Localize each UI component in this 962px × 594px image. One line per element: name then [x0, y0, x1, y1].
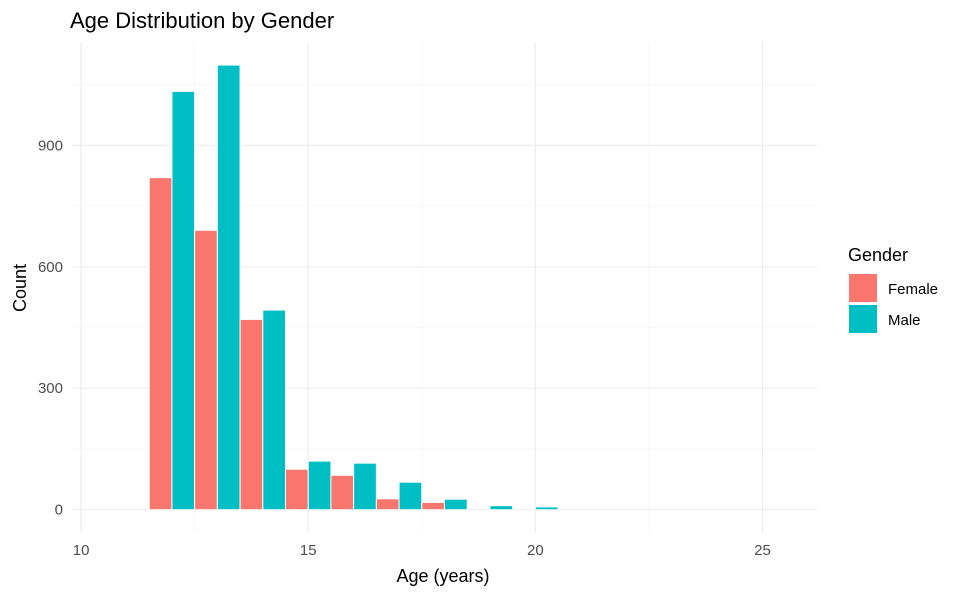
y-axis-title: Count	[10, 264, 30, 312]
bars	[148, 64, 559, 511]
bar-female-14	[239, 318, 264, 511]
y-tick-label: 0	[55, 502, 63, 519]
legend-swatch-female	[849, 274, 877, 302]
y-tick-label: 900	[38, 137, 63, 154]
legend-label-female: Female	[888, 281, 938, 298]
legend-swatch-male	[849, 305, 877, 333]
grid	[72, 42, 817, 532]
bar-male-20	[534, 506, 559, 511]
x-axis-title: Age (years)	[396, 566, 489, 586]
legend-items: Female Male	[849, 274, 938, 333]
bar-male-18	[444, 498, 468, 511]
bar-male-13	[216, 64, 241, 511]
bar-female-13	[194, 229, 218, 511]
bar-female-12	[148, 177, 173, 511]
legend-label-male: Male	[888, 312, 921, 329]
bar-female-17	[375, 498, 400, 511]
y-tick-label: 600	[38, 259, 63, 276]
legend: Gender Female Male	[848, 245, 938, 333]
y-tick-label: 300	[38, 380, 63, 397]
bar-female-18	[421, 501, 446, 511]
bar-male-12	[171, 90, 196, 511]
chart-title: Age Distribution by Gender	[70, 8, 334, 33]
bar-male-17	[398, 481, 423, 511]
y-axis-ticks: 0 300 600 900	[38, 137, 63, 518]
x-tick-label: 10	[73, 542, 90, 559]
bar-male-16	[353, 462, 377, 511]
bar-male-14	[262, 309, 287, 511]
x-axis-ticks: 10 15 20 25	[73, 542, 771, 559]
bar-female-16	[330, 474, 355, 511]
x-tick-label: 25	[754, 542, 771, 559]
bar-female-15	[285, 468, 309, 511]
bar-male-15	[307, 460, 332, 511]
bar-male-19	[489, 505, 514, 511]
x-tick-label: 15	[300, 542, 317, 559]
x-tick-label: 20	[527, 542, 544, 559]
legend-title: Gender	[848, 245, 908, 265]
